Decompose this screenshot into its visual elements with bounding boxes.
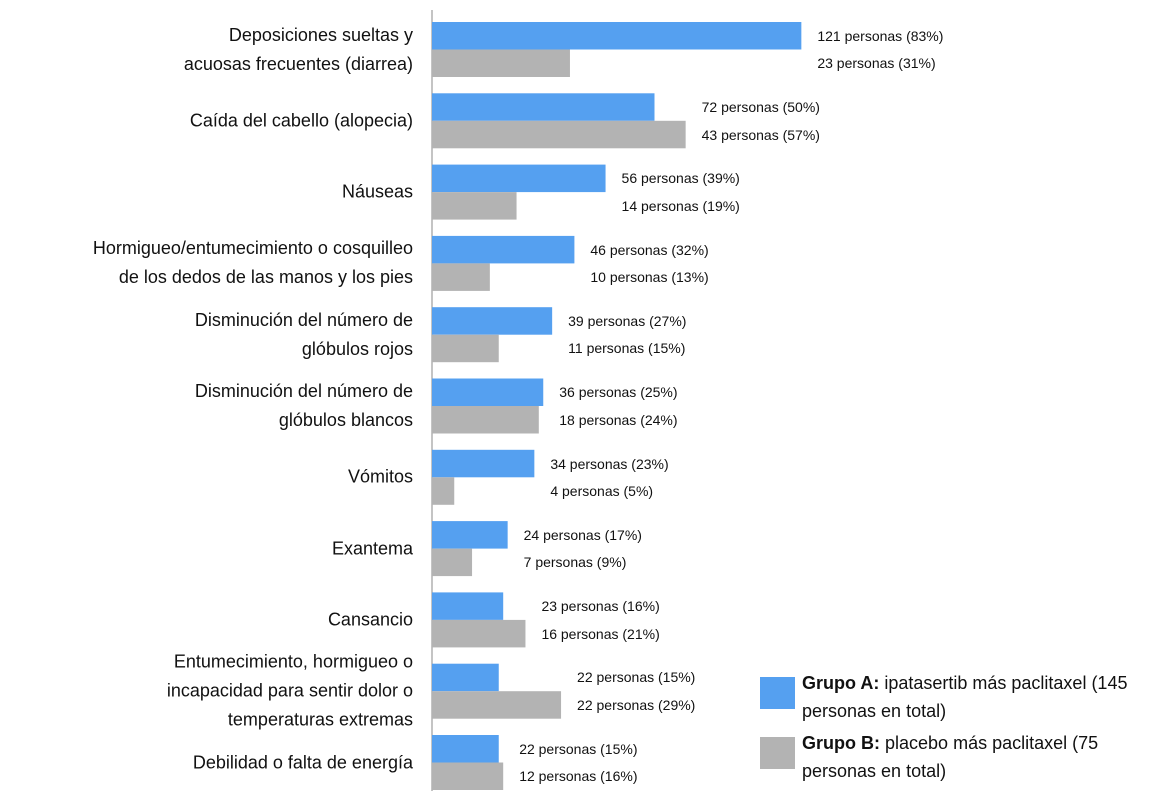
data-label: 36 personas (25%) xyxy=(559,384,678,401)
data-label: 43 personas (57%) xyxy=(701,126,820,143)
category-label: Debilidad o falta de energía xyxy=(192,752,413,772)
legend-swatch xyxy=(760,677,795,709)
bar xyxy=(432,192,517,220)
bar xyxy=(432,307,553,335)
bar xyxy=(432,592,504,620)
data-label: 56 personas (39%) xyxy=(621,170,740,187)
data-label: 4 personas (5%) xyxy=(550,483,654,500)
legend-description: placebo más paclitaxel (75 personas en t… xyxy=(802,733,1099,781)
legend-entry: Grupo A: ipatasertib más paclitaxel (145… xyxy=(802,669,1152,725)
data-label: 22 personas (15%) xyxy=(519,740,638,757)
data-label: 23 personas (16%) xyxy=(541,598,660,615)
data-label: 121 personas (83%) xyxy=(817,27,944,44)
legend-name: Grupo A: xyxy=(802,673,880,693)
category-label: Exantema xyxy=(331,538,413,559)
data-label: 39 personas (27%) xyxy=(568,312,687,329)
bar xyxy=(432,691,562,719)
legend-name: Grupo B: xyxy=(802,733,880,753)
data-label: 24 personas (17%) xyxy=(523,526,642,543)
category-label: Disminución del número de glóbulos rojos xyxy=(194,309,413,359)
bar xyxy=(432,235,575,264)
bar xyxy=(432,521,508,549)
bar xyxy=(432,378,544,406)
category-label: Hormigueo/entumecimiento o cosquilleo de… xyxy=(92,238,413,288)
legend-swatch xyxy=(760,737,795,769)
bar xyxy=(432,735,499,763)
category-label: Cansancio xyxy=(327,609,413,630)
bar xyxy=(432,477,455,505)
data-label: 10 personas (13%) xyxy=(590,269,709,286)
legend-entry: Grupo B: placebo más paclitaxel (75 pers… xyxy=(802,729,1152,785)
bar xyxy=(432,663,499,692)
data-label: 23 personas (31%) xyxy=(817,55,936,72)
bar xyxy=(432,762,504,790)
data-label: 12 personas (16%) xyxy=(519,768,638,785)
category-label: Disminución del número de glóbulos blanc… xyxy=(194,381,413,430)
bar xyxy=(432,49,570,77)
data-label: 22 personas (29%) xyxy=(577,696,696,713)
data-label: 18 personas (24%) xyxy=(559,411,678,428)
bar xyxy=(432,263,490,291)
data-label: 72 personas (50%) xyxy=(701,99,820,116)
category-label: Deposiciones sueltas y acuosas frecuente… xyxy=(183,24,413,74)
data-label: 16 personas (21%) xyxy=(541,625,660,642)
legend-description: ipatasertib más paclitaxel (145 personas… xyxy=(802,673,1128,721)
data-label: 46 personas (32%) xyxy=(590,241,709,258)
bar xyxy=(432,22,802,50)
data-label: 11 personas (15%) xyxy=(568,340,686,357)
category-label: Náuseas xyxy=(341,181,413,202)
bar xyxy=(432,334,499,363)
bar xyxy=(432,548,473,577)
bar xyxy=(432,120,686,149)
bar xyxy=(432,406,539,434)
bar xyxy=(432,93,655,121)
bar xyxy=(432,619,526,648)
category-label: Vómitos xyxy=(347,466,413,487)
data-label: 22 personas (15%) xyxy=(577,669,696,686)
data-label: 14 personas (19%) xyxy=(621,197,740,214)
bar xyxy=(432,164,606,193)
bar xyxy=(432,449,535,478)
data-label: 7 personas (9%) xyxy=(523,554,627,571)
category-label: Caída del cabello (alopecia) xyxy=(189,110,413,131)
data-label: 34 personas (23%) xyxy=(550,455,669,472)
category-label: Entumecimiento, hormigueo o incapacidad … xyxy=(166,651,413,730)
